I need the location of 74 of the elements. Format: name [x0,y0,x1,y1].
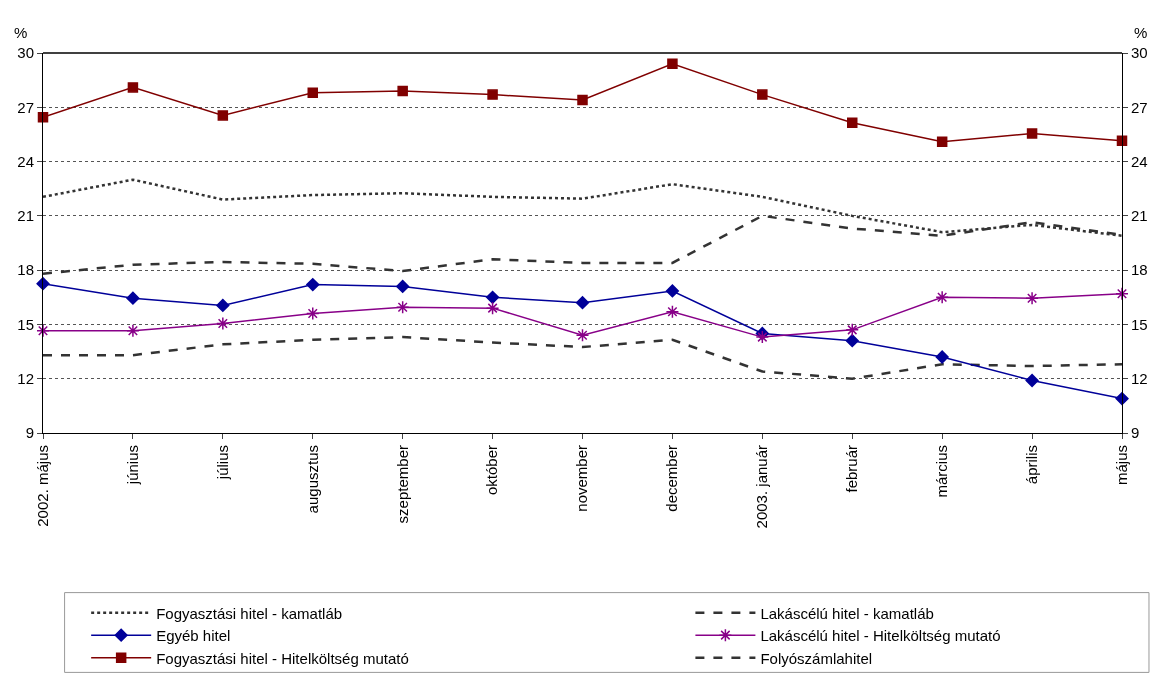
x-tick-label: 2002. május [33,445,51,527]
y-tick-label: 18 [17,261,34,279]
point [665,305,680,319]
x-tick-label: február [843,445,861,493]
point [667,58,678,70]
point [1026,128,1038,139]
point [1025,291,1039,305]
point [397,85,408,97]
point [575,328,590,343]
y-tick-label: 30 [17,44,34,62]
y-tick-label: 21 [17,207,34,225]
x-tick-label: szeptember [393,445,411,524]
x-tick-label: március [933,445,951,498]
y2-tick-label: 27 [1131,98,1148,116]
legend-label: Lakáscélú hitel - Hitelköltség mutató [760,627,1001,644]
point [396,279,410,294]
point [665,284,680,298]
point [395,300,410,314]
y-tick-label: 27 [17,98,34,116]
y2-tick-label: 30 [1131,44,1148,62]
x-tick-label: november [573,445,591,512]
point [307,87,318,99]
point [577,94,588,106]
x-tick-label: augusztus [303,445,321,514]
point [755,330,770,344]
y2-tick-label: 12 [1131,369,1148,387]
y-axis-title: % [14,24,28,41]
x-tick-label: június [123,445,141,486]
x-tick-label: 2003. január [753,445,771,529]
x-tick-label: december [663,445,681,512]
x-tick-label: május [1112,445,1130,486]
point [845,323,859,337]
y2-axis-title: % [1134,24,1148,41]
legend-label: Egyéb hitel [156,627,231,644]
point [757,89,768,100]
x-tick-label: április [1022,445,1040,485]
y-tick-label: 24 [17,152,34,170]
legend-label: Folyószámlahitel [760,649,873,667]
y-tick-label: 12 [17,369,34,387]
y2-tick-label: 21 [1131,207,1148,225]
point [306,278,320,292]
y-tick-label: 9 [25,424,34,442]
point [126,291,140,305]
point [1115,286,1129,301]
x-tick-label: október [483,445,501,496]
point [36,324,50,338]
point [1025,373,1039,388]
point [847,117,858,128]
y2-tick-label: 15 [1131,315,1148,333]
point [935,350,949,364]
point [485,301,500,315]
line-series [43,335,1122,380]
point [845,334,859,348]
point [575,296,590,310]
legend-label: Lakáscélú hitel - kamatláb [760,604,934,622]
point [487,89,498,100]
point [485,290,500,304]
legend-label: Fogyasztási hitel - Hitelköltség mutató [156,649,409,667]
point [306,306,320,321]
point [216,316,230,331]
point [1115,392,1129,406]
x-tick-label: július [213,445,231,481]
point [126,324,140,338]
y-tick-label: 15 [17,315,34,333]
legend-label: Fogyasztási hitel - kamatláb [156,604,343,622]
y2-tick-label: 24 [1131,152,1148,170]
y2-tick-label: 9 [1131,424,1140,442]
point [127,82,139,93]
point [217,110,229,121]
point [216,298,230,313]
point [935,290,949,305]
point [936,136,948,147]
point [36,277,50,291]
y2-tick-label: 18 [1131,261,1148,279]
